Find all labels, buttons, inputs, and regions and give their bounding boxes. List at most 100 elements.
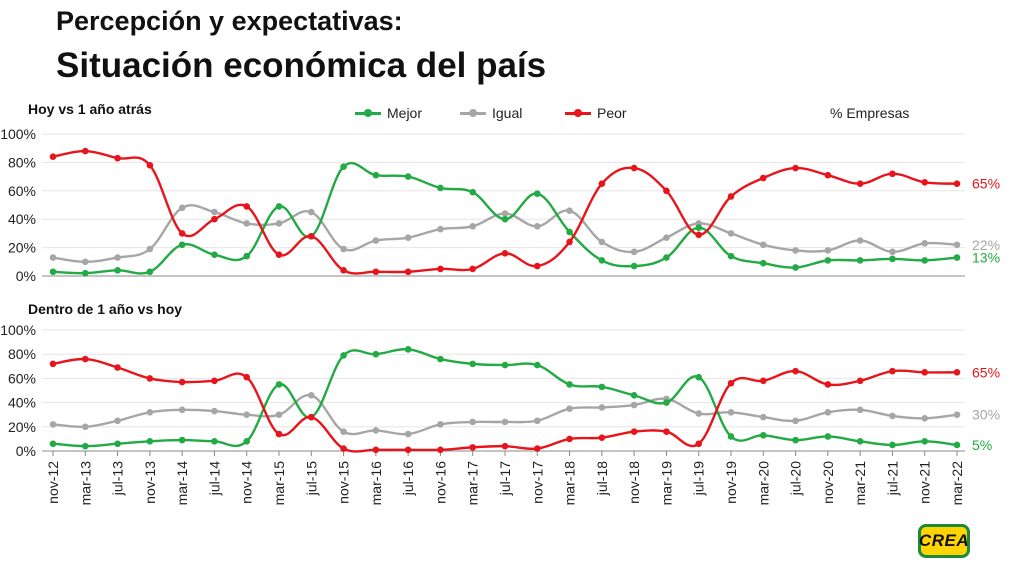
data-point-igual [533, 417, 541, 425]
data-point-peor [437, 265, 444, 273]
data-point-mejor [49, 268, 57, 276]
data-point-mejor [178, 436, 186, 444]
data-point-mejor [566, 381, 573, 388]
data-point-mejor [533, 361, 541, 369]
data-point-peor [759, 174, 767, 182]
y-tick-label: 40% [8, 211, 36, 227]
data-point-igual [114, 254, 121, 261]
data-point-mejor [81, 442, 89, 450]
data-point-mejor [695, 224, 703, 232]
data-point-igual [630, 248, 638, 256]
data-point-igual [81, 258, 89, 266]
data-point-peor [533, 262, 541, 270]
data-point-peor [792, 164, 799, 172]
x-tick-label: nov-16 [432, 461, 448, 504]
data-point-igual [178, 204, 186, 212]
y-tick-label: 0% [16, 268, 36, 284]
x-tick-label: mar-14 [174, 461, 190, 506]
data-point-mejor [566, 228, 573, 236]
data-point-mejor [598, 383, 606, 391]
x-tick-label: nov-14 [239, 461, 255, 504]
data-point-peor [404, 268, 412, 276]
x-tick-label: jul-15 [303, 461, 319, 496]
y-tick-label: 60% [8, 183, 36, 199]
data-point-mejor [533, 190, 541, 197]
data-point-peor [889, 170, 896, 178]
data-point-peor [501, 249, 509, 257]
y-tick-label: 20% [8, 240, 36, 256]
data-point-mejor [889, 255, 896, 263]
data-point-peor [211, 215, 218, 223]
legend-swatch-mejor [355, 108, 381, 117]
data-point-igual [81, 423, 89, 431]
data-point-peor [178, 378, 186, 386]
data-point-peor [49, 153, 57, 161]
data-point-igual [275, 220, 283, 227]
data-point-igual [146, 408, 154, 416]
data-point-peor [953, 369, 961, 376]
data-point-mejor [889, 441, 896, 449]
data-point-mejor [81, 269, 89, 277]
data-point-igual [856, 406, 864, 414]
data-point-mejor [501, 215, 509, 223]
data-point-igual [49, 254, 57, 261]
x-tick-label: mar-21 [852, 461, 868, 506]
data-point-mejor [792, 264, 799, 271]
data-point-peor [211, 377, 218, 385]
data-point-igual [792, 247, 799, 254]
data-point-igual [469, 223, 477, 230]
panel-title-top: Hoy vs 1 año atrás [28, 101, 152, 117]
data-point-peor [243, 203, 251, 210]
data-point-peor [146, 375, 154, 382]
x-tick-label: mar-16 [368, 461, 384, 506]
data-point-igual [824, 408, 832, 416]
data-point-mejor [114, 440, 121, 448]
legend-item-peor: Peor [565, 105, 627, 121]
y-tick-label: 80% [8, 346, 36, 362]
data-point-mejor [469, 188, 477, 196]
data-point-peor [792, 367, 799, 375]
data-point-igual [663, 234, 670, 241]
data-point-igual [404, 234, 412, 241]
legend-label-igual: Igual [492, 105, 523, 121]
data-point-peor [695, 440, 703, 448]
data-point-mejor [49, 440, 57, 448]
data-point-igual [469, 418, 477, 426]
data-point-igual [307, 208, 315, 216]
unit-label: % Empresas [830, 105, 910, 121]
crea-logo: CREA [918, 524, 970, 558]
data-point-peor [437, 446, 444, 454]
data-point-mejor [727, 433, 735, 440]
data-point-igual [307, 392, 315, 399]
data-point-mejor [759, 259, 767, 267]
data-point-igual [114, 417, 121, 425]
data-point-mejor [663, 399, 670, 406]
data-point-peor [663, 187, 670, 195]
data-point-mejor [243, 252, 251, 260]
data-point-mejor [856, 257, 864, 264]
data-point-igual [275, 411, 283, 419]
data-point-mejor [856, 438, 864, 445]
data-point-mejor [630, 392, 638, 399]
data-point-peor [114, 154, 121, 162]
data-point-mejor [340, 352, 347, 359]
data-point-peor [695, 231, 703, 239]
data-point-peor [81, 355, 89, 363]
data-point-peor [824, 171, 832, 179]
data-point-peor [953, 180, 961, 187]
data-point-peor [340, 267, 347, 274]
data-point-igual [759, 413, 767, 421]
end-label-peor: 65% [972, 176, 1000, 192]
data-point-igual [953, 411, 961, 419]
data-point-igual [243, 220, 251, 227]
data-point-igual [178, 406, 186, 414]
y-tick-label: 80% [8, 154, 36, 170]
x-tick-label: nov-21 [917, 461, 933, 504]
data-point-peor [243, 373, 251, 381]
data-point-peor [81, 147, 89, 155]
data-point-mejor [598, 257, 606, 264]
x-tick-label: jul-18 [594, 461, 610, 496]
x-tick-label: nov-17 [529, 461, 545, 504]
x-tick-label: mar-20 [755, 461, 771, 506]
